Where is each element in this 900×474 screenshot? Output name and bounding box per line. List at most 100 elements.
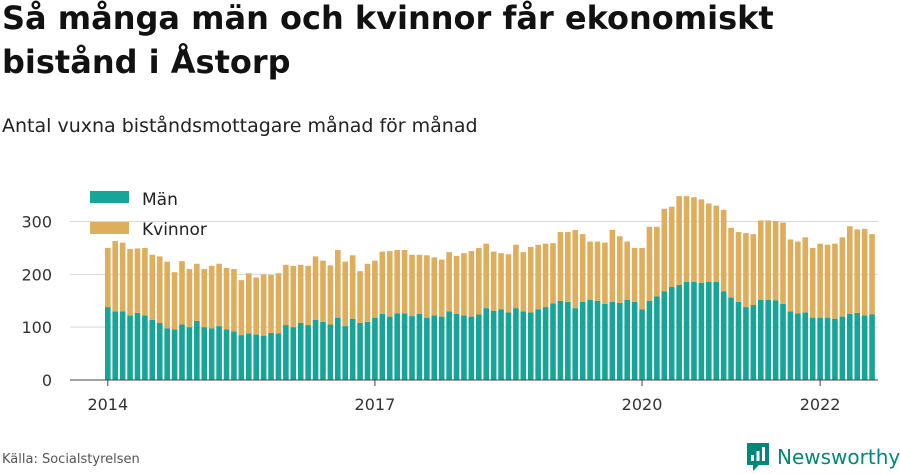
x-tick-label: 2017 (355, 395, 396, 414)
bar-kvinnor (639, 247, 645, 310)
bar-kvinnor (283, 264, 289, 326)
bar-man (780, 303, 786, 380)
y-axis: 0 100 200 300 (21, 213, 52, 391)
bar-kvinnor (216, 263, 222, 327)
bar-man (290, 327, 297, 380)
bar-man (171, 329, 178, 380)
bar-kvinnor (565, 232, 571, 302)
bar-man (156, 322, 163, 380)
bar-kvinnor (624, 241, 630, 300)
legend: Män Kvinnor (90, 190, 207, 240)
bar-kvinnor (787, 239, 794, 312)
chart-subtitle: Antal vuxna biståndsmottagare månad för … (2, 115, 478, 137)
bar-kvinnor (706, 203, 712, 282)
bar-man (765, 299, 771, 380)
bar-man (268, 332, 274, 380)
bar-man (557, 300, 564, 380)
bar-kvinnor (134, 248, 141, 313)
x-tick-label: 2022 (800, 395, 841, 414)
bar-man (119, 311, 126, 380)
bar-kvinnor (275, 273, 282, 334)
bar-man (661, 291, 668, 380)
bar-man (431, 315, 438, 380)
bar-man (795, 313, 801, 380)
bar-kvinnor (327, 265, 334, 325)
bar-kvinnor (238, 280, 245, 336)
bar-kvinnor (631, 247, 638, 302)
legend-label-kvinnor: Kvinnor (142, 220, 207, 240)
bar-man (476, 314, 482, 380)
bar-kvinnor (372, 260, 378, 318)
bar-man (572, 308, 579, 380)
bar-man (416, 313, 423, 380)
bar-kvinnor (646, 226, 653, 301)
bar-kvinnor (461, 253, 467, 316)
bar-man (698, 282, 705, 380)
y-tick-label: 200 (21, 265, 52, 284)
bar-kvinnor (520, 252, 527, 312)
bar-man (461, 315, 467, 380)
bar-kvinnor (765, 220, 771, 300)
bar-kvinnor (401, 250, 408, 314)
bar-kvinnor (231, 269, 237, 332)
brand-name: Newsworthy (777, 445, 900, 469)
bar-kvinnor (208, 265, 215, 329)
bar-kvinnor (179, 261, 185, 325)
bar-man (409, 316, 415, 380)
bar-kvinnor (386, 251, 393, 317)
bar-kvinnor (616, 236, 623, 303)
bar-man (676, 284, 682, 380)
bar-kvinnor (290, 265, 297, 328)
bar-man (505, 312, 512, 380)
bar-man (527, 312, 534, 380)
bar-kvinnor (483, 243, 490, 309)
bar-kvinnor (186, 269, 193, 328)
bar-kvinnor (127, 248, 133, 316)
bar-man (179, 324, 185, 380)
bar-kvinnor (105, 247, 111, 308)
bar-man (186, 327, 193, 380)
brand[interactable]: Newsworthy (745, 440, 900, 474)
x-axis: 2014 2017 2020 2022 (70, 379, 878, 414)
bar-man (550, 303, 556, 380)
bar-man (802, 312, 809, 380)
bar-kvinnor (661, 208, 668, 292)
bar-kvinnor (379, 251, 386, 314)
bar-man (498, 309, 504, 380)
bar-man (105, 307, 111, 380)
bar-man (453, 313, 460, 380)
legend-swatch-man (90, 191, 129, 203)
bar-kvinnor (438, 259, 445, 317)
bar-man (490, 310, 497, 380)
y-tick-label: 300 (21, 213, 52, 232)
bar-kvinnor (357, 271, 363, 323)
bar-man (735, 301, 742, 380)
bar-man (520, 311, 527, 380)
bar-man (616, 302, 623, 380)
bar-man (372, 317, 378, 380)
bar-man (824, 317, 831, 380)
bar-man (594, 300, 601, 380)
bar-kvinnor (364, 263, 371, 322)
bar-kvinnor (490, 251, 497, 311)
bar-kvinnor (698, 199, 705, 283)
bar-man (847, 313, 853, 380)
bar-man (631, 301, 638, 380)
bar-kvinnor (542, 243, 549, 308)
bar-man (668, 287, 675, 380)
bar-kvinnor (772, 220, 779, 301)
bar-kvinnor (253, 277, 259, 335)
bar-man (706, 281, 712, 380)
bar-kvinnor (535, 244, 541, 310)
bar-man (424, 317, 430, 380)
bar-man (438, 316, 445, 380)
bar-kvinnor (342, 261, 349, 327)
bar-kvinnor (683, 196, 690, 282)
bar-kvinnor (668, 206, 675, 288)
bar-kvinnor (527, 246, 534, 313)
bar-man (832, 318, 838, 380)
bar-man (194, 320, 200, 380)
bar-man (253, 334, 259, 380)
bar-kvinnor (335, 250, 341, 318)
bar-kvinnor (223, 267, 230, 330)
